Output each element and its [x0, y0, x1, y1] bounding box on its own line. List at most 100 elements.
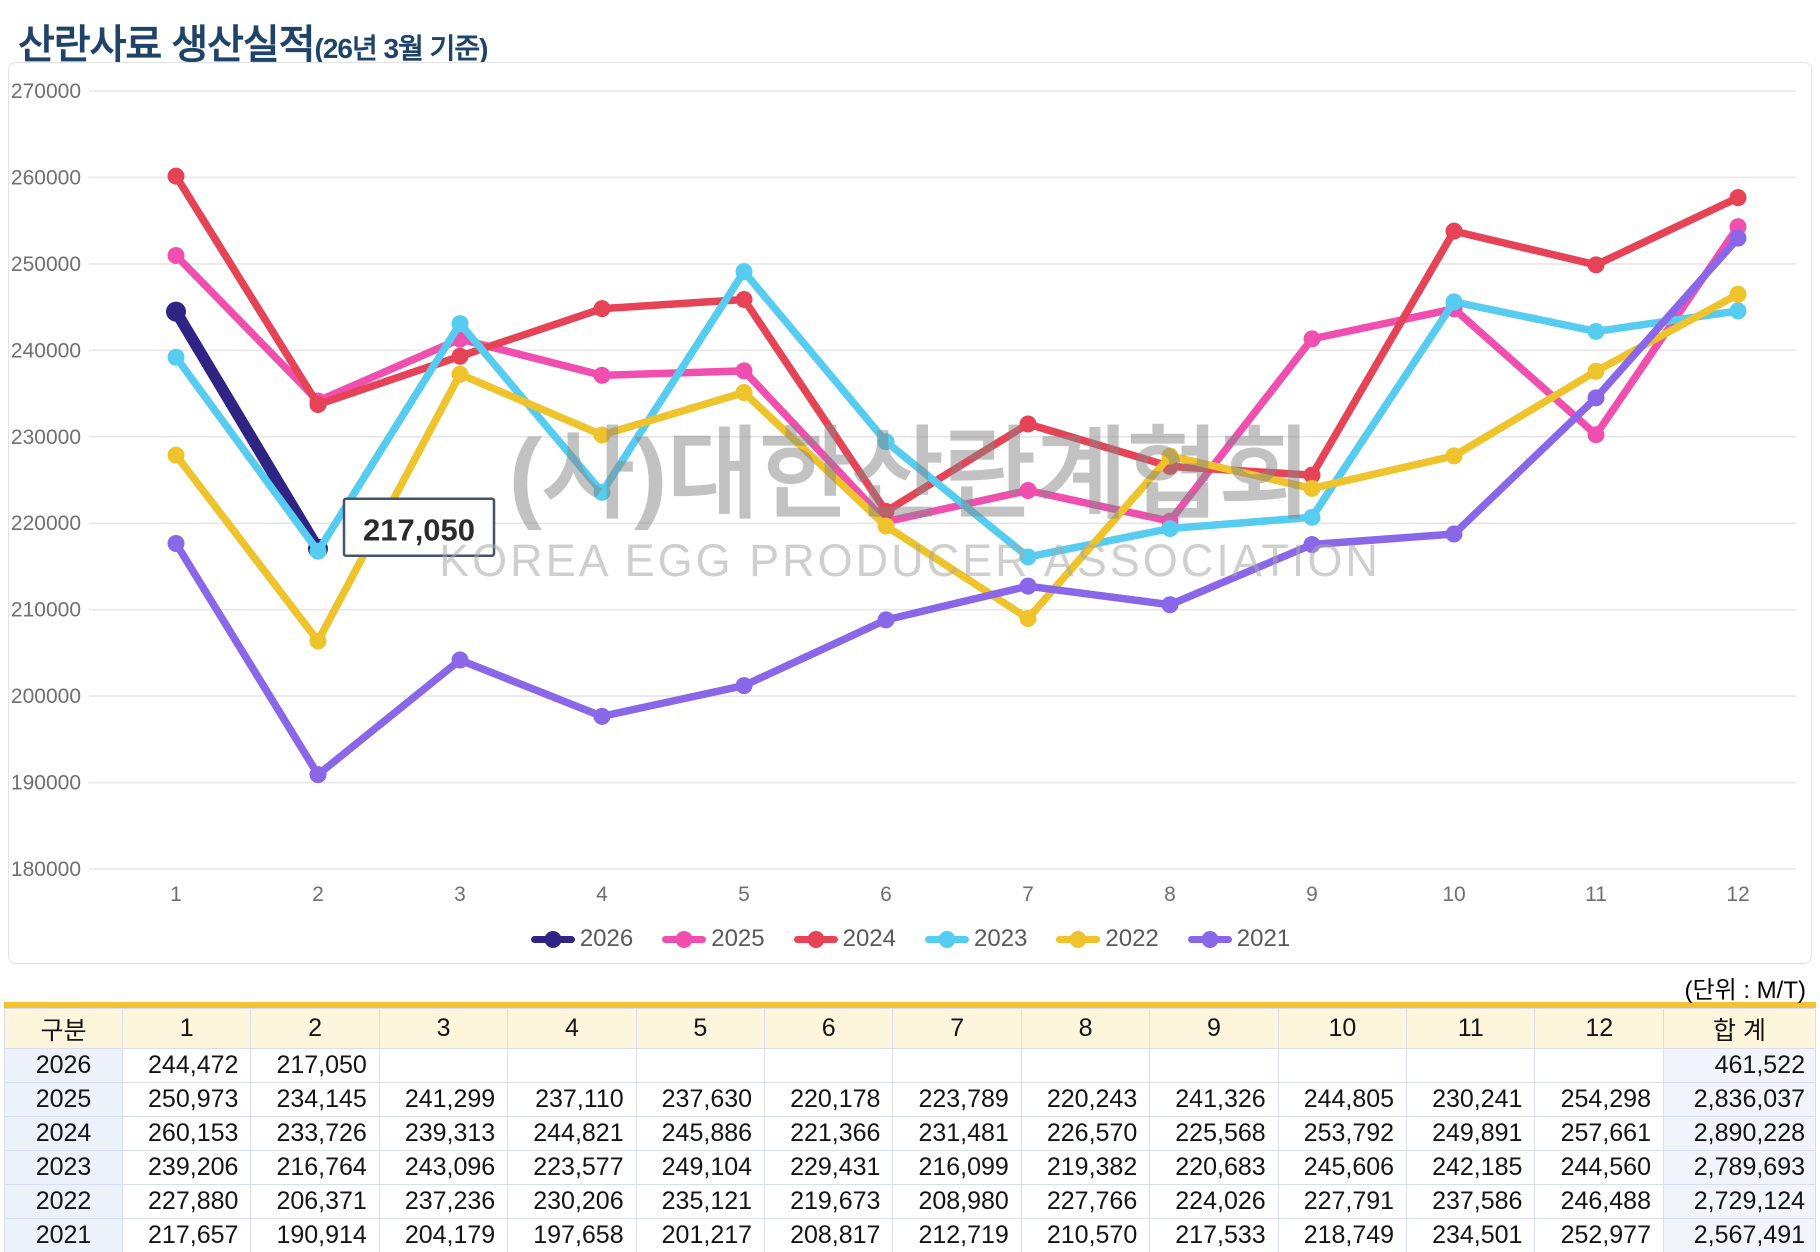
value-cell: 260,153 — [121, 1116, 252, 1151]
value-cell: 190,914 — [250, 1218, 380, 1252]
value-cell: 223,789 — [892, 1082, 1022, 1117]
legend-item-2021[interactable]: 2021 — [1187, 925, 1290, 953]
value-cell: 218,749 — [1277, 1218, 1408, 1252]
y-axis-tick-label: 260000 — [11, 166, 81, 189]
total-cell: 2,836,037 — [1663, 1082, 1816, 1117]
point-2021 — [1303, 536, 1321, 554]
y-axis-tick-label: 230000 — [11, 426, 81, 449]
x-axis-tick-label: 10 — [1442, 883, 1465, 906]
table-row-2026: 2026 244,472 217,050 461,522 — [4, 1048, 1816, 1083]
header-cell-month: 5 — [635, 1008, 766, 1049]
value-cell: 204,179 — [378, 1218, 509, 1252]
value-cell: 242,185 — [1406, 1150, 1536, 1185]
x-axis-tick-label: 12 — [1726, 883, 1749, 906]
value-cell: 246,488 — [1534, 1184, 1664, 1219]
value-cell: 217,050 — [250, 1048, 380, 1083]
value-cell: 219,673 — [764, 1184, 894, 1219]
point-2023 — [1161, 520, 1179, 538]
legend-label: 2026 — [579, 925, 634, 952]
point-2021 — [167, 534, 185, 552]
point-2022 — [167, 446, 185, 464]
value-cell: 243,096 — [378, 1150, 509, 1185]
data-label-value: 217,050 — [363, 513, 475, 548]
value-cell: 234,501 — [1406, 1218, 1536, 1252]
legend-item-2022[interactable]: 2022 — [1055, 925, 1159, 953]
value-cell: 227,791 — [1277, 1184, 1408, 1219]
legend-item-2026[interactable]: 2026 — [530, 925, 633, 953]
value-cell: 241,299 — [378, 1082, 509, 1117]
table-header-row: 구분 1 2 3 4 5 6 7 8 9 10 11 12 합 계 — [4, 1008, 1816, 1049]
x-axis-tick-label: 3 — [454, 883, 466, 906]
value-cell: 208,980 — [892, 1184, 1022, 1219]
value-cell: 206,371 — [250, 1184, 380, 1219]
value-cell: 224,026 — [1149, 1184, 1279, 1219]
point-2022 — [593, 426, 611, 444]
line-2026 — [170, 305, 324, 555]
point-2021 — [309, 766, 327, 784]
legend-item-2023[interactable]: 2023 — [924, 925, 1027, 953]
point-2023 — [877, 433, 895, 451]
header-cell-month: 2 — [250, 1008, 380, 1049]
line-chart-canvas: 180000 190000 200000 210000 220000 230000 2400… — [11, 80, 1796, 906]
point-2023 — [451, 315, 469, 333]
y-axis-tick-label: 240000 — [11, 339, 81, 362]
x-axis-tick-label: 8 — [1164, 883, 1176, 906]
value-cell — [635, 1048, 766, 1083]
year-cell: 2024 — [4, 1116, 123, 1151]
legend-item-2024[interactable]: 2024 — [793, 925, 896, 953]
value-cell — [378, 1048, 509, 1083]
legend-marker-icon — [530, 931, 575, 948]
value-cell: 233,726 — [250, 1116, 380, 1151]
value-cell: 237,236 — [378, 1184, 509, 1219]
value-cell: 237,110 — [507, 1082, 637, 1117]
value-cell: 223,577 — [507, 1150, 637, 1185]
y-axis-tick-label: 180000 — [11, 858, 81, 881]
value-cell: 252,977 — [1534, 1218, 1664, 1252]
header-cell-month: 6 — [764, 1008, 894, 1049]
value-cell: 254,298 — [1534, 1082, 1664, 1117]
value-cell: 244,805 — [1277, 1082, 1408, 1117]
year-cell: 2026 — [4, 1048, 123, 1083]
point-2024 — [1303, 466, 1321, 484]
value-cell: 239,313 — [378, 1116, 509, 1151]
value-cell: 244,472 — [121, 1048, 252, 1083]
value-cell: 250,973 — [121, 1082, 252, 1117]
point-2023 — [1303, 508, 1321, 526]
chart-legend: 2026 2025 2024 2023 2022 2021 — [9, 925, 1811, 953]
point-2022 — [1303, 479, 1321, 497]
value-cell: 210,570 — [1020, 1218, 1151, 1252]
x-axis-tick-label: 2 — [312, 883, 324, 906]
line-2023 — [172, 267, 1742, 561]
chart-card: 180000 190000 200000 210000 220000 230000 2400… — [8, 62, 1812, 964]
legend-item-2025[interactable]: 2025 — [661, 925, 765, 953]
header-cell-month: 4 — [507, 1008, 637, 1049]
value-cell — [1534, 1048, 1664, 1083]
point-2024 — [1445, 222, 1463, 240]
value-cell: 221,366 — [764, 1116, 894, 1151]
value-cell: 220,683 — [1149, 1150, 1279, 1185]
point-2024 — [1587, 256, 1605, 274]
value-cell — [892, 1048, 1022, 1083]
point-2024 — [593, 300, 611, 318]
data-table-wrap: 구분 1 2 3 4 5 6 7 8 9 10 11 12 합 계 2026 244,472 217,050 4… — [4, 1002, 1816, 1252]
value-cell: 226,570 — [1020, 1116, 1151, 1151]
point-2024 — [309, 396, 327, 414]
value-cell: 245,606 — [1277, 1150, 1408, 1185]
value-cell: 229,431 — [764, 1150, 894, 1185]
value-cell — [1406, 1048, 1536, 1083]
table-row-2022: 2022 227,880 206,371 237,236 230,206 235,121 2… — [4, 1184, 1816, 1219]
table-row-2021: 2021 217,657 190,914 204,179 197,658 201,217 2… — [4, 1218, 1816, 1252]
value-cell: 257,661 — [1534, 1116, 1664, 1151]
point-2022 — [451, 365, 469, 383]
year-cell: 2025 — [4, 1082, 123, 1117]
x-axis-tick-label: 1 — [170, 883, 182, 906]
point-2022 — [735, 384, 753, 402]
value-cell: 219,382 — [1020, 1150, 1151, 1185]
value-cell: 253,792 — [1277, 1116, 1408, 1151]
point-2025 — [735, 362, 753, 380]
value-cell: 237,586 — [1406, 1184, 1536, 1219]
point-2022 — [1587, 362, 1605, 380]
legend-marker-icon — [662, 931, 707, 948]
value-cell: 241,326 — [1149, 1082, 1279, 1117]
point-2021 — [451, 651, 469, 669]
